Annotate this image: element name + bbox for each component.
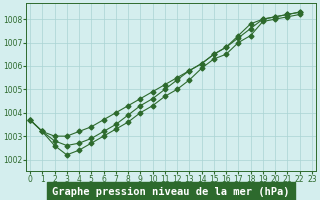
X-axis label: Graphe pression niveau de la mer (hPa): Graphe pression niveau de la mer (hPa)	[52, 187, 290, 197]
